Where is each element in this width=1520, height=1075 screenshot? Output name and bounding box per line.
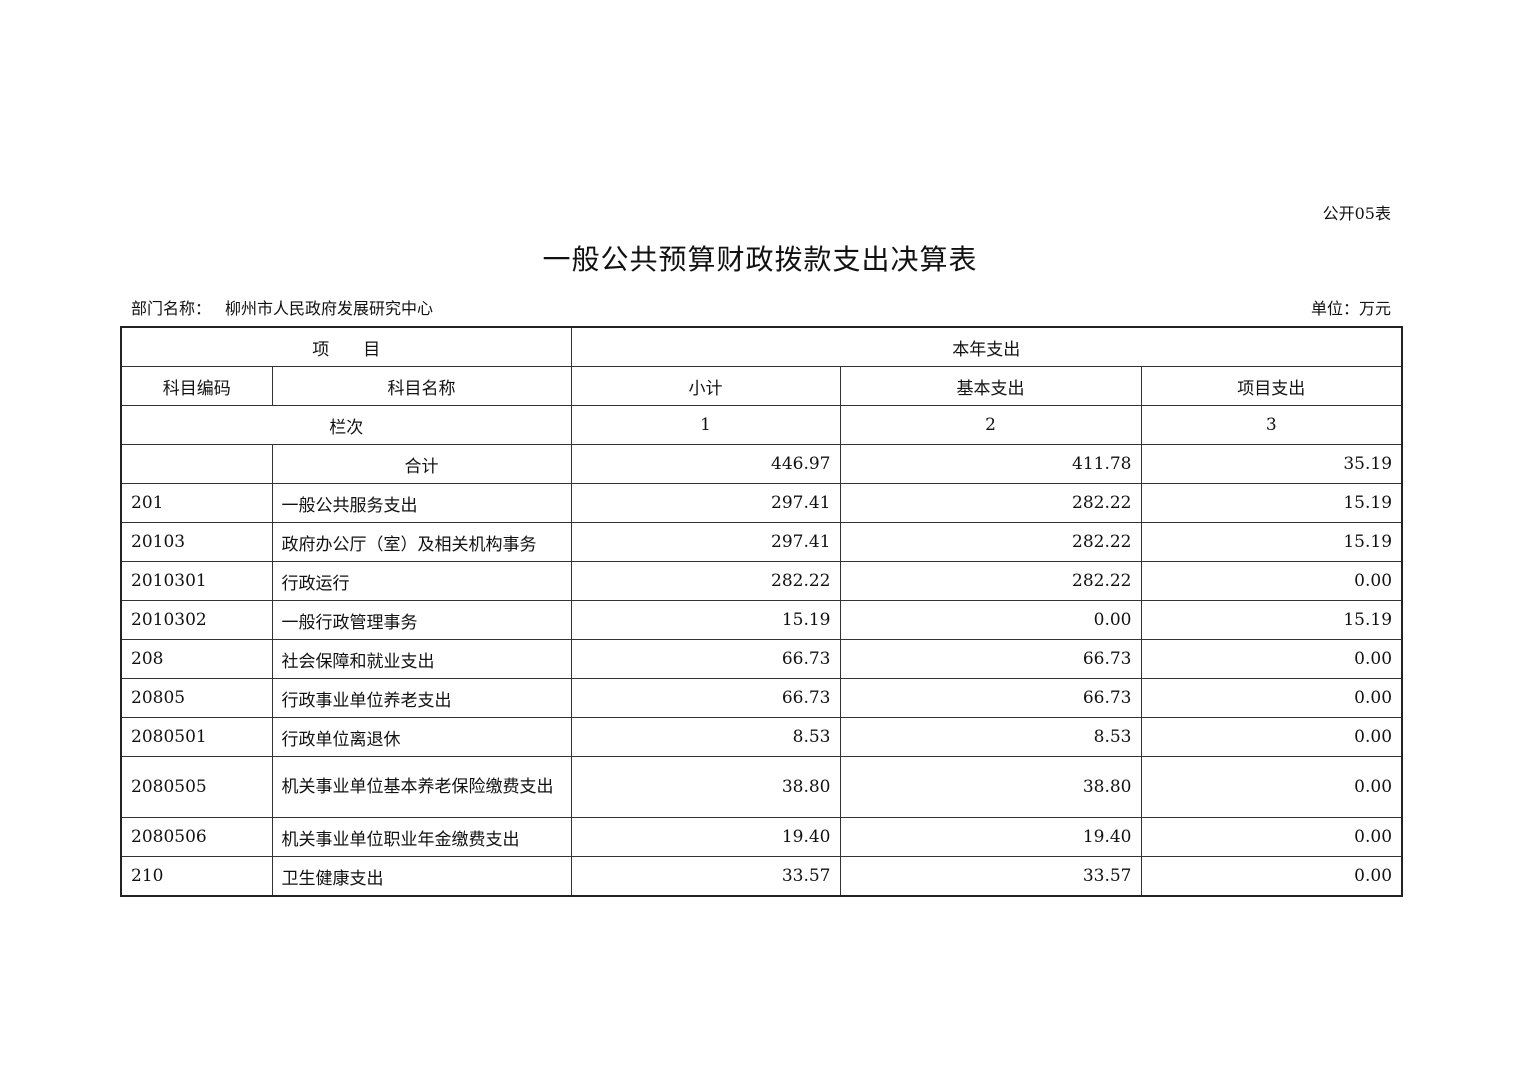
cell-code: 210 [120,856,273,897]
cell-code: 201 [120,483,273,523]
table-row: 2080506 机关事业单位职业年金缴费支出 19.40 19.40 0.00 [120,817,1403,857]
table-row: 208 社会保障和就业支出 66.73 66.73 0.00 [120,639,1403,679]
total-name: 合计 [271,444,572,484]
cell-code: 2010302 [120,600,273,640]
index-2: 2 [839,405,1142,445]
table-row: 2010301 行政运行 282.22 282.22 0.00 [120,561,1403,601]
cell-name: 政府办公厅（室）及相关机构事务 [271,522,572,562]
cell-project: 0.00 [1140,678,1403,718]
index-row: 栏次 1 2 3 [120,405,1403,445]
cell-project: 15.19 [1140,483,1403,523]
cell-project: 15.19 [1140,522,1403,562]
cell-basic: 38.80 [839,756,1142,818]
cell-subtotal: 282.22 [570,561,841,601]
cell-basic: 33.57 [839,856,1142,897]
cell-name: 行政事业单位养老支出 [271,678,572,718]
header-name: 科目名称 [271,366,572,406]
header-row-2: 科目编码 科目名称 小计 基本支出 项目支出 [120,366,1403,406]
cell-project: 0.00 [1140,817,1403,857]
header-subtotal: 小计 [570,366,841,406]
header-code: 科目编码 [120,366,273,406]
cell-basic: 19.40 [839,817,1142,857]
cell-basic: 282.22 [839,483,1142,523]
cell-subtotal: 15.19 [570,600,841,640]
total-code [120,444,273,484]
cell-code: 2080506 [120,817,273,857]
cell-subtotal: 297.41 [570,522,841,562]
cell-basic: 0.00 [839,600,1142,640]
cell-basic: 8.53 [839,717,1142,757]
cell-basic: 66.73 [839,678,1142,718]
cell-project: 0.00 [1140,756,1403,818]
table-row: 20805 行政事业单位养老支出 66.73 66.73 0.00 [120,678,1403,718]
cell-project: 0.00 [1140,717,1403,757]
unit-label: 单位：万元 [1310,299,1391,318]
cell-subtotal: 33.57 [570,856,841,897]
total-subtotal: 446.97 [570,444,841,484]
cell-name: 一般公共服务支出 [271,483,572,523]
table-row: 20103 政府办公厅（室）及相关机构事务 297.41 282.22 15.19 [120,522,1403,562]
cell-subtotal: 297.41 [570,483,841,523]
header-row-1: 项 目 本年支出 [120,326,1403,367]
cell-project: 0.00 [1140,639,1403,679]
cell-code: 2010301 [120,561,273,601]
header-project: 项目支出 [1140,366,1403,406]
form-number: 公开05表 [1322,204,1391,223]
cell-name: 行政单位离退休 [271,717,572,757]
cell-basic: 282.22 [839,522,1142,562]
header-item: 项 目 [120,326,572,367]
cell-code: 20103 [120,522,273,562]
cell-subtotal: 8.53 [570,717,841,757]
cell-code: 20805 [120,678,273,718]
total-row: 合计 446.97 411.78 35.19 [120,444,1403,484]
cell-subtotal: 66.73 [570,678,841,718]
header-current-year: 本年支出 [570,326,1403,367]
cell-subtotal: 19.40 [570,817,841,857]
expenditure-table: 项 目 本年支出 科目编码 科目名称 小计 基本支出 项目支出 栏次 1 2 3… [120,326,1404,897]
cell-name: 卫生健康支出 [271,856,572,897]
cell-name: 机关事业单位职业年金缴费支出 [271,817,572,857]
cell-basic: 66.73 [839,639,1142,679]
table-row: 210 卫生健康支出 33.57 33.57 0.00 [120,856,1403,897]
table-row: 2080501 行政单位离退休 8.53 8.53 0.00 [120,717,1403,757]
table-row: 2080505 机关事业单位基本养老保险缴费支出 38.80 38.80 0.00 [120,756,1403,818]
department-name: 柳州市人民政府发展研究中心 [225,299,434,318]
table-row: 2010302 一般行政管理事务 15.19 0.00 15.19 [120,600,1403,640]
cell-name: 一般行政管理事务 [271,600,572,640]
index-3: 3 [1140,405,1403,445]
cell-project: 0.00 [1140,856,1403,897]
total-basic: 411.78 [839,444,1142,484]
cell-code: 208 [120,639,273,679]
page-title: 一般公共预算财政拨款支出决算表 [542,243,978,276]
total-project: 35.19 [1140,444,1403,484]
cell-name: 行政运行 [271,561,572,601]
index-1: 1 [570,405,841,445]
cell-project: 0.00 [1140,561,1403,601]
cell-subtotal: 38.80 [570,756,841,818]
department-info: 部门名称： 柳州市人民政府发展研究中心 [131,295,433,319]
cell-project: 15.19 [1140,600,1403,640]
department-label: 部门名称： [131,299,212,318]
header-basic: 基本支出 [839,366,1142,406]
cell-basic: 282.22 [839,561,1142,601]
cell-code: 2080505 [120,756,273,818]
cell-name: 机关事业单位基本养老保险缴费支出 [271,756,572,818]
table-row: 201 一般公共服务支出 297.41 282.22 15.19 [120,483,1403,523]
cell-code: 2080501 [120,717,273,757]
index-label: 栏次 [120,405,572,445]
cell-subtotal: 66.73 [570,639,841,679]
cell-name: 社会保障和就业支出 [271,639,572,679]
